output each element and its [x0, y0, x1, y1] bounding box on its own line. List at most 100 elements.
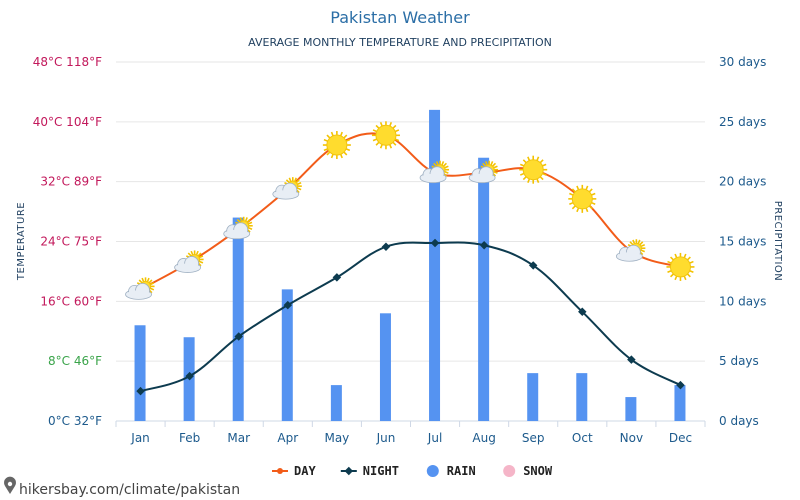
credit-link[interactable]: hikersbay.com/climate/pakistan: [19, 482, 240, 498]
sun-icon: [322, 131, 351, 160]
sun-ray: [527, 178, 531, 183]
credit[interactable]: hikersbay.com/climate/pakistan: [4, 471, 240, 498]
sun-ray: [297, 187, 302, 191]
cloud-part: [126, 290, 151, 299]
sun-ray: [148, 279, 153, 284]
sun-ray: [392, 124, 397, 129]
sun-ray: [435, 161, 439, 166]
partly-cloudy-icon: [615, 239, 646, 262]
left-axis-title: TEMPERATURE: [16, 202, 27, 281]
weather-icons: [125, 121, 695, 300]
sun-ray: [343, 134, 348, 139]
sun-ray: [629, 241, 634, 246]
sun-ray: [591, 192, 596, 196]
chart-subtitle: AVERAGE MONTHLY TEMPERATURE AND PRECIPIT…: [248, 36, 552, 49]
x-tick-label: Apr: [277, 431, 298, 445]
left-tick-label: 32°C 89°F: [40, 175, 102, 189]
sun-ray: [441, 161, 445, 166]
x-tick-label: Jul: [427, 431, 442, 445]
partly-cloudy-icon: [174, 250, 204, 273]
sun-ray: [323, 138, 328, 142]
night-point: [676, 380, 685, 390]
temperature-lines: [136, 132, 685, 396]
x-tick-label: Jun: [376, 431, 396, 445]
sun-ray: [433, 162, 438, 167]
sun-ray: [536, 178, 540, 183]
night-point: [136, 386, 145, 396]
cloud-part: [175, 263, 200, 272]
sun-ray: [683, 253, 687, 258]
right-axis-title: PRECIPITATION: [772, 201, 783, 282]
night-point: [528, 261, 538, 270]
sun-ray: [244, 217, 248, 222]
sun-ray: [330, 131, 334, 137]
sun-ray: [295, 179, 300, 184]
sun-ray: [484, 161, 488, 166]
sun-ray: [190, 250, 194, 256]
sun-ray: [394, 129, 400, 133]
sun-ray: [339, 153, 343, 159]
sun-ray: [375, 141, 380, 146]
sun-ray: [527, 156, 531, 161]
partly-cloudy-icon: [223, 216, 253, 240]
x-tick-label: Aug: [472, 431, 495, 445]
sun-ray: [640, 249, 645, 253]
sun-ray: [326, 134, 331, 139]
sun-ray: [588, 205, 593, 210]
sun-ray: [246, 218, 251, 223]
rain-bar: [379, 313, 391, 421]
night-point: [332, 273, 342, 282]
sun-ray: [539, 176, 544, 181]
legend-marker: [344, 466, 354, 476]
cloud-part: [224, 229, 249, 238]
rain-bar: [576, 373, 588, 421]
sun-ray: [198, 255, 204, 259]
sun-ray: [392, 141, 397, 146]
left-tick-label: 0°C 32°F: [48, 414, 102, 428]
sun-ray: [197, 252, 202, 257]
x-tick-label: Dec: [669, 431, 692, 445]
sun-ray: [379, 144, 383, 149]
sun-icon: [519, 155, 548, 184]
sun-icon: [666, 252, 695, 281]
sun-ray: [689, 270, 694, 274]
sun-ray: [686, 256, 691, 261]
sun-ray: [323, 148, 328, 152]
sun-ray: [637, 239, 641, 244]
sun-ray: [389, 122, 393, 127]
sun-ray: [674, 253, 678, 258]
gridlines: [115, 61, 706, 427]
sun-disc: [669, 256, 691, 278]
legend-label: DAY: [294, 464, 316, 478]
legend-item-rain[interactable]: RAIN: [426, 464, 476, 478]
sun-ray: [195, 250, 199, 256]
sun-ray: [542, 163, 547, 167]
sun-ray: [492, 162, 497, 167]
x-tick-label: Jan: [130, 431, 150, 445]
night-point: [234, 332, 243, 341]
right-tick-label: 25 days: [719, 115, 766, 129]
sun-ray: [343, 151, 348, 156]
sun-ray: [149, 287, 155, 291]
legend-item-day[interactable]: DAY: [272, 464, 316, 478]
sun-ray: [632, 239, 636, 244]
legend[interactable]: DAY NIGHT RAIN SNOW: [272, 464, 553, 478]
sun-ray: [239, 217, 243, 222]
legend-item-snow[interactable]: SNOW: [503, 464, 553, 478]
legend-item-night[interactable]: NIGHT: [340, 464, 399, 478]
sun-ray: [375, 124, 380, 129]
sun-ray: [293, 177, 297, 182]
sun-ray: [519, 172, 525, 176]
rain-bar: [330, 385, 342, 421]
sun-ray: [146, 277, 150, 283]
sun-ray: [345, 138, 351, 142]
sun-disc: [326, 134, 348, 156]
night-line: [140, 241, 681, 393]
day-line: [140, 132, 681, 291]
left-tick-label: 40°C 104°F: [33, 115, 102, 129]
sun-ray: [236, 218, 241, 223]
x-tick-label: Nov: [620, 431, 643, 445]
left-tick-label: 8°C 46°F: [48, 354, 102, 368]
legend-label: RAIN: [447, 464, 476, 478]
